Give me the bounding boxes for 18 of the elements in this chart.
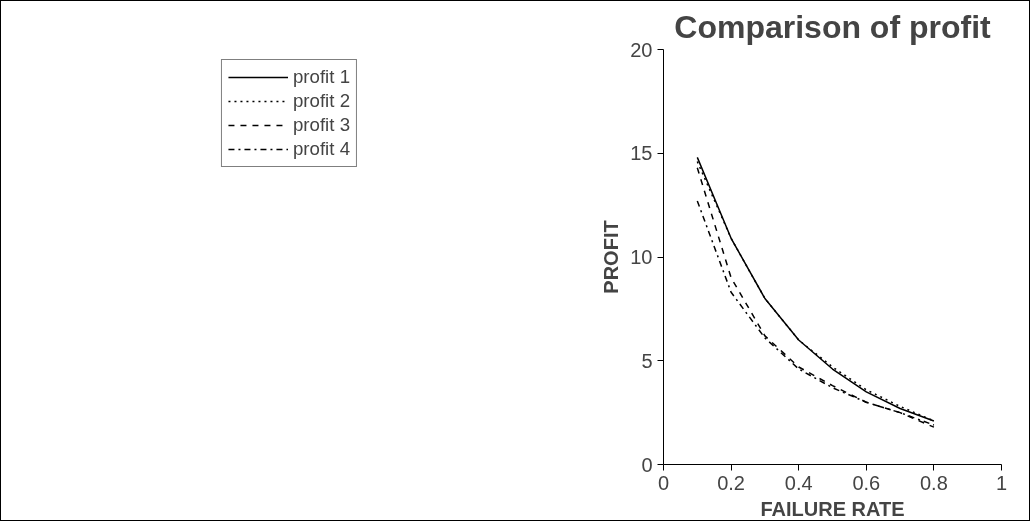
x-tick-label: 0.2 [717, 471, 746, 494]
legend-label: profit 4 [292, 138, 351, 160]
x-tick-label: 1 [995, 471, 1008, 494]
y-tick-label: 5 [641, 349, 653, 372]
legend-label: profit 1 [292, 66, 351, 88]
y-axis-title: PROFIT [600, 220, 623, 294]
legend-label: profit 3 [292, 114, 351, 136]
x-tick-label: 0.8 [920, 471, 948, 494]
y-tick-label: 15 [630, 142, 653, 165]
chart-title: Comparison of profit [674, 8, 992, 45]
x-tick-label: 0 [657, 471, 670, 494]
x-tick-label: 0.6 [852, 471, 881, 494]
y-tick-label: 20 [630, 38, 653, 61]
x-axis-title: FAILURE RATE [760, 497, 905, 520]
y-tick-label: 0 [641, 453, 653, 476]
y-tick-label: 10 [630, 246, 653, 268]
legend-label: profit 2 [292, 90, 351, 112]
x-tick-label: 0.4 [784, 471, 813, 494]
